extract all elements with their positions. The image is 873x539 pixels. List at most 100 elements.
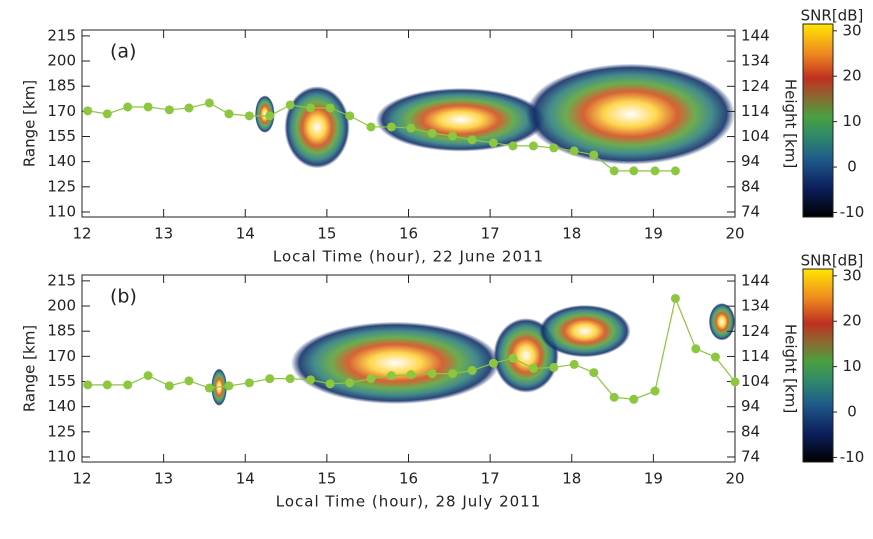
point	[629, 166, 639, 176]
echo	[708, 303, 735, 341]
point	[528, 363, 538, 373]
y2-tick-label: 104	[741, 372, 770, 390]
x-axis-label: Local Time (hour), 22 June 2011	[273, 248, 544, 266]
y2-tick-label: 114	[741, 347, 770, 365]
x-tick-label: 17	[481, 225, 500, 243]
point	[204, 383, 214, 393]
point	[345, 111, 355, 121]
colorbar-tick-label: 20	[842, 67, 861, 85]
point	[427, 128, 437, 138]
point	[224, 109, 234, 119]
colorbar-tick-label: 0	[847, 403, 857, 421]
x-tick-label: 13	[154, 225, 173, 243]
point	[589, 368, 599, 378]
point	[549, 362, 559, 372]
x-tick-label: 14	[236, 470, 255, 488]
echo	[255, 95, 275, 133]
point	[265, 374, 275, 384]
y2-tick-label: 124	[741, 322, 770, 340]
x-tick-label: 19	[644, 470, 663, 488]
x-tick-label: 12	[72, 225, 91, 243]
point	[589, 150, 599, 160]
panel-label: (b)	[110, 286, 137, 308]
y-tick-label: 125	[47, 177, 76, 195]
point	[650, 386, 660, 396]
y-tick-label: 155	[47, 372, 76, 390]
point	[670, 166, 680, 176]
y-tick-label: 170	[47, 102, 76, 120]
x-tick-label: 17	[481, 470, 500, 488]
x-tick-label: 16	[399, 470, 418, 488]
point	[143, 102, 153, 112]
point	[467, 135, 477, 145]
point	[691, 344, 701, 354]
point	[224, 381, 234, 391]
point	[244, 111, 254, 121]
point	[549, 143, 559, 153]
y2-tick-label: 134	[741, 52, 770, 70]
y2-tick-label: 74	[741, 447, 760, 465]
x-tick-label: 19	[644, 225, 663, 243]
point	[508, 141, 518, 151]
x-tick-label: 12	[72, 470, 91, 488]
point	[609, 166, 619, 176]
y-tick-label: 140	[47, 152, 76, 170]
panel-label: (a)	[110, 41, 136, 63]
y2-tick-label: 144	[741, 27, 770, 45]
point	[325, 379, 335, 389]
point	[123, 102, 133, 112]
colorbar-tick-label: 10	[842, 357, 861, 375]
point	[569, 359, 579, 369]
point	[569, 146, 579, 156]
point	[386, 122, 396, 132]
point	[285, 374, 295, 384]
point	[386, 371, 396, 381]
x-tick-label: 18	[562, 225, 581, 243]
point	[366, 122, 376, 132]
point	[528, 141, 538, 151]
y2-tick-label: 134	[741, 297, 770, 315]
point	[244, 378, 254, 388]
y2-tick-label: 114	[741, 102, 770, 120]
y2-tick-label: 144	[741, 272, 770, 290]
y2-tick-label: 104	[741, 127, 770, 145]
point	[164, 105, 174, 115]
point	[102, 380, 112, 390]
point	[427, 369, 437, 379]
colorbar-tick-label: 20	[842, 312, 861, 330]
y2-axis-label: Height [km]	[782, 324, 800, 413]
y-tick-label: 185	[47, 77, 76, 95]
y2-tick-label: 84	[741, 422, 760, 440]
point	[204, 98, 214, 108]
point	[406, 370, 416, 380]
colorbar-tick-label: 30	[842, 266, 861, 284]
point	[143, 371, 153, 381]
x-axis-label: Local Time (hour), 28 July 2011	[276, 493, 542, 511]
y-tick-label: 200	[47, 52, 76, 70]
echo	[526, 63, 736, 165]
point	[670, 293, 680, 303]
colorbar-tick-label: 10	[842, 112, 861, 130]
point	[730, 377, 740, 387]
point	[488, 138, 498, 148]
point	[366, 374, 376, 384]
point	[102, 109, 112, 119]
point	[325, 103, 335, 113]
point	[650, 166, 660, 176]
echo	[375, 87, 546, 152]
point	[306, 375, 316, 385]
y-tick-label: 155	[47, 127, 76, 145]
y-axis-label: Range [km]	[21, 80, 39, 167]
y2-tick-label: 84	[741, 177, 760, 195]
y-tick-label: 170	[47, 347, 76, 365]
y-tick-label: 215	[47, 26, 76, 44]
y2-tick-label: 74	[741, 202, 760, 220]
point	[448, 369, 458, 379]
x-tick-label: 15	[317, 470, 336, 488]
point	[488, 358, 498, 368]
x-tick-label: 18	[562, 470, 581, 488]
x-tick-label: 14	[236, 225, 255, 243]
colorbar-tick-label: 0	[847, 158, 857, 176]
point	[83, 106, 93, 116]
